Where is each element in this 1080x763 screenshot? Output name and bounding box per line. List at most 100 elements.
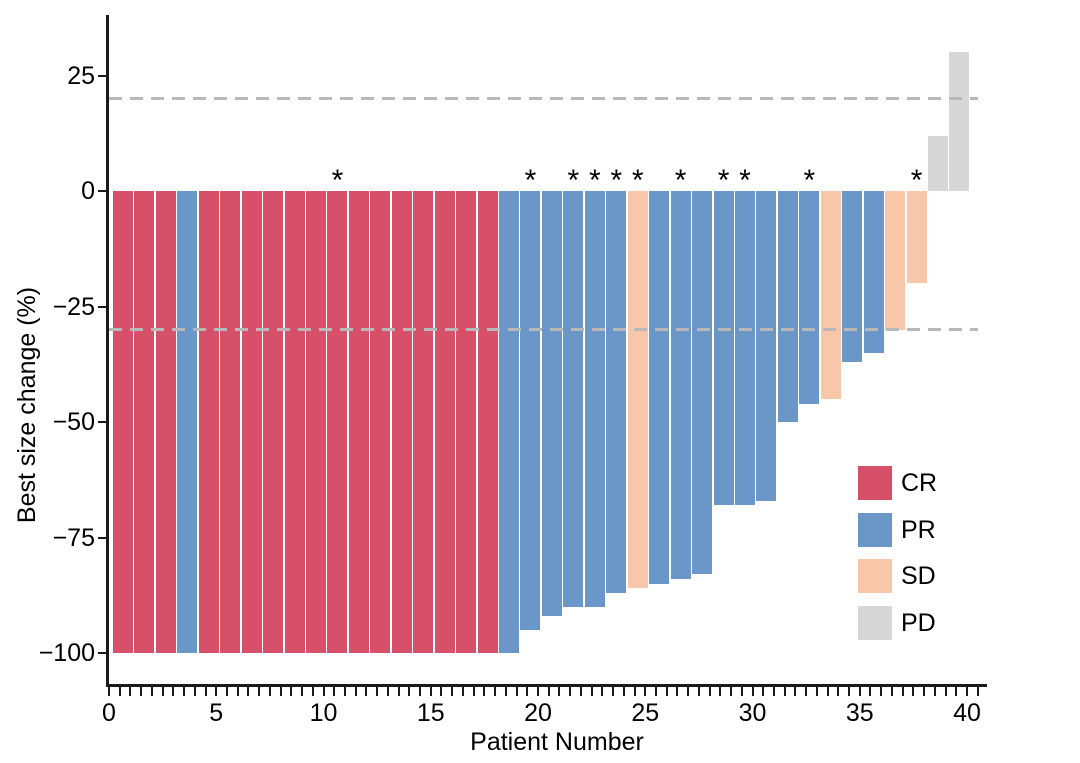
x-tick-6: [236, 687, 239, 696]
x-tick-27.5: [697, 687, 700, 696]
x-tick-11.5: [354, 687, 357, 696]
x-tick-16: [451, 687, 454, 696]
x-tick-34: [837, 687, 840, 696]
bar-patient-13-CR: [370, 191, 391, 653]
x-tick-18: [494, 687, 497, 696]
bar-patient-20-PR: [520, 191, 541, 630]
reference-line-20: [109, 97, 978, 101]
x-tick-label-0: 0: [102, 699, 116, 727]
bar-patient-32-PR: [777, 191, 798, 422]
x-tick-19.5: [526, 687, 529, 696]
x-tick-23.5: [612, 687, 615, 696]
bar-patient-12-CR: [348, 191, 369, 653]
legend-label-SD: SD: [901, 562, 936, 590]
y-axis-line: [106, 15, 109, 687]
x-tick-31.5: [783, 687, 786, 696]
x-tick-32: [794, 687, 797, 696]
bar-patient-4-PR: [177, 191, 198, 653]
annotation-asterisk-patient-24: *: [610, 164, 623, 197]
bar-patient-2-CR: [134, 191, 155, 653]
legend-swatch-PD: [858, 605, 892, 640]
annotation-asterisk-patient-29: *: [717, 164, 730, 197]
x-tick-8: [279, 687, 282, 696]
bar-patient-21-PR: [541, 191, 562, 617]
x-tick-17: [472, 687, 475, 696]
x-tick-20: [537, 687, 539, 696]
x-tick-21.5: [569, 687, 572, 696]
y-tick-label--25: −25: [52, 292, 95, 321]
bar-patient-22-PR: [563, 191, 584, 607]
x-tick-27: [687, 687, 690, 696]
x-tick-9.5: [311, 687, 314, 696]
y-tick--25: [98, 305, 106, 308]
x-tick-32.5: [805, 687, 808, 696]
x-tick-18.5: [504, 687, 507, 696]
legend-label-PD: PD: [901, 608, 936, 637]
bar-patient-35-PR: [842, 191, 863, 362]
x-tick-label-10: 10: [309, 699, 338, 727]
x-tick-24.5: [633, 687, 636, 696]
annotation-asterisk-patient-11: *: [331, 164, 344, 197]
x-tick-29.5: [740, 687, 743, 696]
x-tick-21: [558, 687, 561, 696]
bar-patient-15-CR: [413, 191, 434, 653]
bar-patient-5-CR: [198, 191, 219, 653]
x-tick-2.5: [161, 687, 164, 696]
annotation-asterisk-patient-22: *: [567, 164, 580, 197]
x-tick-label-20: 20: [524, 699, 552, 727]
bar-patient-7-CR: [241, 191, 262, 653]
bar-patient-31-PR: [756, 191, 777, 501]
x-tick-37: [901, 687, 904, 696]
bar-patient-1-CR: [112, 191, 133, 653]
bar-patient-6-CR: [220, 191, 241, 653]
bar-patient-10-CR: [305, 191, 326, 653]
y-tick-0: [98, 190, 106, 192]
legend-swatch-CR: [858, 466, 892, 500]
x-tick-23: [601, 687, 604, 696]
x-tick-label-40: 40: [953, 699, 981, 727]
x-tick-label-25: 25: [631, 699, 660, 727]
legend-entry-PD: PD: [858, 605, 1018, 640]
bar-patient-19-PR: [499, 191, 520, 653]
y-tick--50: [98, 421, 106, 423]
bar-patient-39-PD: [928, 135, 949, 191]
x-tick-0: [108, 687, 110, 696]
legend-swatch-PR: [858, 512, 892, 547]
bar-patient-30-PR: [734, 191, 755, 506]
x-tick-7: [258, 687, 261, 696]
bar-patient-37-SD: [885, 191, 906, 330]
bar-patient-18-CR: [477, 191, 498, 653]
legend-entry-SD: SD: [858, 559, 1018, 593]
x-tick-17.5: [483, 687, 486, 696]
bar-patient-38-SD: [906, 191, 927, 284]
x-tick-6.5: [247, 687, 250, 696]
x-tick-24: [622, 687, 625, 696]
x-tick-30: [751, 687, 754, 696]
bar-patient-26-PR: [649, 191, 670, 584]
bar-patient-17-CR: [456, 191, 477, 653]
y-tick-25: [98, 74, 106, 77]
legend-label-PR: PR: [901, 515, 936, 544]
y-axis-title: Best size change (%): [13, 286, 41, 524]
y-tick-label-25: 25: [67, 61, 95, 90]
x-tick-38.5: [933, 687, 936, 696]
y-tick-label-0: 0: [81, 177, 95, 205]
x-tick-4: [193, 687, 196, 696]
bar-patient-3-CR: [155, 191, 176, 653]
y-tick-label--100: −100: [38, 639, 95, 667]
bar-patient-14-CR: [391, 191, 412, 653]
x-tick-15: [429, 687, 432, 696]
bar-patient-23-PR: [584, 191, 605, 607]
bar-patient-33-PR: [799, 191, 820, 404]
x-tick-22: [579, 687, 582, 696]
annotation-asterisk-patient-30: *: [739, 164, 751, 197]
annotation-asterisk-patient-27: *: [674, 164, 687, 197]
y-tick--75: [98, 536, 106, 539]
annotation-asterisk-patient-33: *: [803, 164, 816, 197]
y-tick--100: [98, 652, 106, 654]
x-tick-20.5: [547, 687, 550, 696]
x-tick-14: [408, 687, 411, 696]
x-tick-30.5: [762, 687, 765, 696]
